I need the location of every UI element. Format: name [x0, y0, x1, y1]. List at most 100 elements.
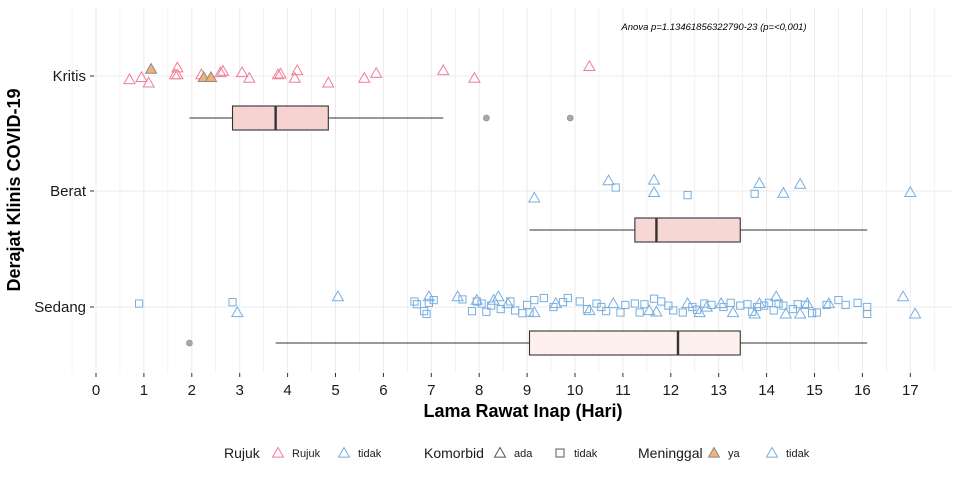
data-point-triangle	[903, 185, 917, 198]
outlier-point	[186, 339, 193, 347]
legend-label: Rujuk	[292, 448, 321, 460]
data-point-triangle	[487, 293, 500, 305]
data-point-square	[472, 297, 481, 306]
data-point-square	[719, 302, 728, 312]
x-tick-label: 13	[710, 382, 727, 399]
data-point-square	[640, 300, 649, 309]
data-point-triangle	[779, 307, 793, 319]
data-point-triangle	[171, 68, 184, 80]
data-point-triangle	[549, 297, 563, 309]
data-point-triangle	[753, 176, 766, 189]
data-point-triangle	[369, 66, 383, 78]
x-tick-label: 1	[140, 382, 148, 399]
x-tick-label: 15	[806, 382, 823, 399]
data-point-triangle	[271, 68, 285, 80]
data-point-square	[834, 296, 843, 305]
data-point-square	[422, 309, 431, 318]
legend-label: tidak	[574, 448, 598, 460]
data-point-square	[482, 307, 491, 316]
data-point-square	[664, 301, 673, 310]
data-point-triangle	[144, 62, 158, 74]
data-point-square	[812, 308, 821, 317]
legend-title: Meninggal	[638, 445, 703, 461]
outlier-point	[483, 114, 490, 122]
data-point-square	[616, 308, 625, 317]
data-point-square	[800, 300, 810, 310]
data-point-square	[630, 299, 639, 308]
data-point-square	[769, 306, 778, 315]
data-point-square	[635, 308, 644, 317]
data-point-square	[748, 307, 757, 316]
data-point-square	[611, 183, 620, 192]
data-point-triangle	[288, 71, 302, 83]
data-point-square	[750, 189, 759, 198]
data-point-square	[707, 300, 716, 310]
data-point-square	[726, 298, 735, 307]
data-point-triangle	[527, 306, 541, 318]
legend: Rujuk Rujuk tidak Komorbid ada tidak Meninggal…	[224, 445, 810, 461]
data-point-square	[582, 304, 592, 314]
axes: 0 1 2 3 4 5 6 7 8 9 10 11 12 13 14 15 16 17SedangBeratKri…	[34, 68, 918, 399]
data-point-triangle	[908, 307, 922, 319]
data-point-triangle	[793, 177, 807, 189]
legend-key-triangle	[493, 446, 507, 458]
outlier-point	[566, 114, 574, 122]
data-point-square	[420, 307, 429, 316]
data-point-triangle	[331, 290, 345, 302]
data-point-square	[487, 301, 496, 310]
data-point-triangle	[171, 61, 184, 73]
box-sedang	[528, 330, 741, 356]
data-point-triangle	[822, 297, 836, 309]
data-point-square	[760, 301, 769, 310]
data-point-square	[558, 298, 568, 307]
data-point-triangle	[693, 306, 706, 318]
data-point-square	[693, 305, 702, 314]
x-tick-label: 4	[283, 382, 291, 399]
data-point-triangle	[468, 71, 481, 83]
data-point-triangle	[274, 67, 287, 79]
data-point-square	[841, 300, 850, 310]
legend-label: tidak	[358, 448, 382, 460]
data-point-square	[477, 299, 486, 308]
data-point-triangle	[714, 297, 728, 309]
x-tick-label: 2	[188, 382, 196, 399]
data-point-triangle	[583, 59, 596, 71]
data-point-square	[135, 299, 144, 308]
x-tick-label: 16	[854, 382, 871, 399]
x-tick-label: 5	[331, 382, 339, 399]
data-point-triangle	[726, 306, 740, 318]
legend-key-triangle	[337, 446, 351, 458]
data-point-square	[822, 300, 831, 310]
box-berat	[634, 217, 741, 243]
legend-title: Rujuk	[224, 445, 261, 461]
data-point-square	[597, 302, 606, 312]
data-point-triangle	[135, 70, 148, 83]
data-point-triangle	[216, 64, 230, 76]
data-point-triangle	[777, 186, 790, 198]
data-point-triangle	[142, 76, 156, 88]
data-point-triangle	[470, 293, 484, 305]
x-tick-label: 9	[523, 382, 531, 399]
data-point-square	[506, 297, 515, 306]
data-point-square	[496, 304, 505, 314]
data-point-square	[563, 293, 572, 303]
y-tick-label: Berat	[50, 183, 87, 200]
x-tick-label: 12	[662, 382, 679, 399]
data-point-triangle	[753, 297, 766, 309]
data-point-triangle	[748, 307, 761, 319]
data-point-square	[764, 298, 774, 307]
data-point-triangle	[800, 297, 814, 309]
data-point-square	[429, 296, 438, 305]
data-point-square	[621, 300, 630, 310]
anova-annotation: Anova p=1.13461856322790-23 (p=<0,001)	[620, 22, 806, 33]
data-point-square	[678, 308, 687, 317]
data-point-triangle	[491, 290, 505, 302]
data-point-triangle	[422, 290, 436, 302]
data-point-square	[649, 294, 659, 303]
data-point-square	[788, 304, 798, 314]
legend-title: Komorbid	[424, 445, 484, 461]
data-points	[123, 59, 922, 319]
data-point-square	[853, 298, 862, 307]
data-point-triangle	[650, 305, 663, 317]
